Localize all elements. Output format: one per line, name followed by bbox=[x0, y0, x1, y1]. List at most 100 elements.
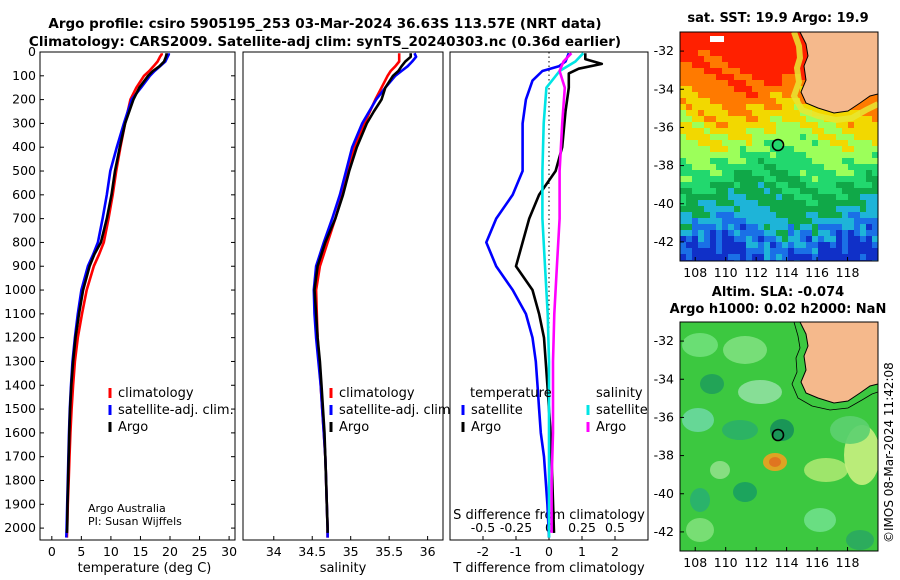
sst-cell bbox=[860, 200, 867, 207]
sst-cell bbox=[746, 146, 753, 153]
sst-cell bbox=[734, 146, 741, 153]
sst-cell bbox=[860, 206, 867, 213]
sst-cell bbox=[782, 98, 789, 105]
sst-cell bbox=[704, 62, 711, 69]
sst-cell bbox=[752, 254, 759, 261]
sst-cell bbox=[704, 110, 711, 117]
x-tick-label: 0 bbox=[48, 544, 56, 559]
sst-cell bbox=[788, 38, 795, 45]
sst-cell bbox=[698, 98, 705, 105]
sst-cell bbox=[716, 80, 723, 87]
sst-cell bbox=[692, 98, 699, 105]
sst-cell bbox=[692, 68, 699, 75]
sst-cell bbox=[872, 158, 878, 165]
sst-cell bbox=[860, 122, 867, 129]
sst-cell bbox=[716, 86, 723, 93]
sst-cell bbox=[818, 146, 825, 153]
sst-cell bbox=[872, 242, 878, 249]
sst-cell bbox=[710, 152, 717, 159]
sst-cell bbox=[794, 218, 801, 225]
s-tick-label: -0.25 bbox=[500, 520, 532, 535]
y-tick-label: 0 bbox=[28, 44, 36, 59]
sst-cell bbox=[704, 158, 711, 165]
sst-cell bbox=[836, 134, 843, 141]
sst-cell bbox=[692, 224, 699, 231]
sst-cell bbox=[710, 128, 717, 135]
sst-cell bbox=[740, 236, 747, 243]
sst-cell bbox=[818, 164, 825, 171]
sst-cell bbox=[836, 170, 843, 177]
sst-cell bbox=[734, 224, 741, 231]
sst-cell bbox=[740, 122, 747, 129]
sst-cell bbox=[698, 74, 705, 81]
y-tick-label: 1600 bbox=[4, 425, 36, 440]
sst-cell bbox=[836, 230, 843, 237]
sst-cell bbox=[860, 164, 867, 171]
sst-cell bbox=[806, 104, 813, 111]
sst-cell bbox=[806, 236, 813, 243]
sst-cell bbox=[704, 134, 711, 141]
sst-cell bbox=[680, 152, 687, 159]
sst-cell bbox=[716, 62, 723, 69]
sst-cell bbox=[806, 134, 813, 141]
sst-cell bbox=[710, 212, 717, 219]
x-tick-label: -2 bbox=[477, 544, 489, 559]
sst-cell bbox=[800, 146, 807, 153]
sst-cell bbox=[842, 146, 849, 153]
sst-cell bbox=[848, 140, 855, 147]
sst-cell bbox=[764, 86, 771, 93]
map-y-tick-label: -32 bbox=[654, 333, 674, 348]
sst-cell bbox=[842, 212, 849, 219]
sst-cell bbox=[734, 194, 741, 201]
sst-cell bbox=[872, 128, 878, 135]
sst-cell bbox=[848, 230, 855, 237]
sst-cell bbox=[698, 182, 705, 189]
sst-cell bbox=[770, 188, 777, 195]
sst-cell bbox=[800, 116, 807, 123]
sst-cell bbox=[704, 176, 711, 183]
sst-cell bbox=[710, 92, 717, 99]
sst-cell bbox=[872, 122, 878, 129]
sst-cell bbox=[698, 188, 705, 195]
sst-cell bbox=[848, 158, 855, 165]
sst-cell bbox=[752, 56, 759, 63]
sst-cell bbox=[758, 98, 765, 105]
sst-cell bbox=[752, 182, 759, 189]
sst-cell bbox=[830, 146, 837, 153]
sst-cell bbox=[848, 224, 855, 231]
sst-cell bbox=[848, 170, 855, 177]
sst-cell bbox=[698, 68, 705, 75]
sst-coast-band bbox=[790, 32, 878, 124]
sst-cell bbox=[728, 188, 735, 195]
sst-cell bbox=[806, 164, 813, 171]
sst-cell bbox=[680, 164, 687, 171]
sst-cell bbox=[836, 200, 843, 207]
sst-cell bbox=[854, 158, 861, 165]
sst-cell bbox=[680, 104, 687, 111]
sst-cell bbox=[746, 80, 753, 87]
sst-cell bbox=[746, 32, 753, 39]
sst-cell bbox=[872, 176, 878, 183]
sst-cell bbox=[758, 38, 765, 45]
sst-cell bbox=[830, 140, 837, 147]
sst-cell bbox=[728, 32, 735, 39]
sst-cell bbox=[722, 104, 729, 111]
sst-cell bbox=[770, 236, 777, 243]
sst-cell bbox=[740, 164, 747, 171]
x-tick-label: 5 bbox=[77, 544, 85, 559]
sst-cell bbox=[860, 182, 867, 189]
sst-cell bbox=[728, 92, 735, 99]
sst-cell bbox=[782, 188, 789, 195]
sst-cell bbox=[686, 128, 693, 135]
sst-cell bbox=[692, 56, 699, 63]
sst-cell bbox=[776, 50, 783, 57]
sla-blob bbox=[723, 336, 767, 364]
sst-cell bbox=[788, 104, 795, 111]
sst-cell bbox=[728, 176, 735, 183]
sst-cell bbox=[746, 206, 753, 213]
sst-cell bbox=[692, 152, 699, 159]
sst-cell bbox=[758, 206, 765, 213]
sst-cell bbox=[752, 212, 759, 219]
sst-cell bbox=[680, 74, 687, 81]
sst-cell bbox=[746, 74, 753, 81]
